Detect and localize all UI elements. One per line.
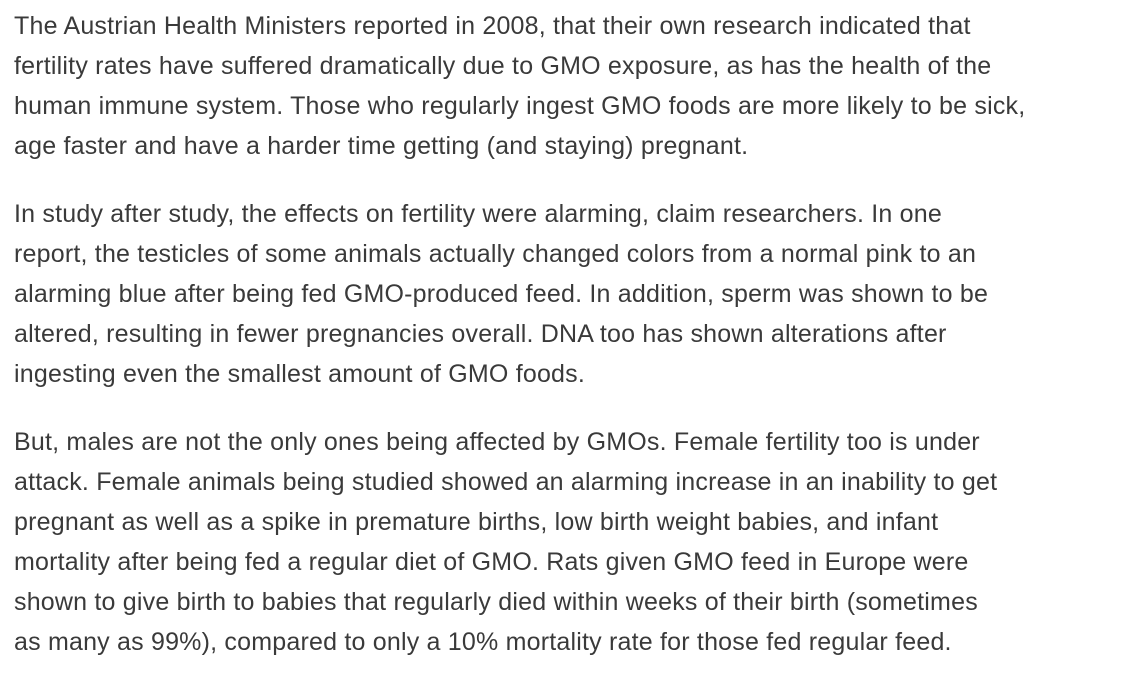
paragraph-female-fertility: But, males are not the only ones being a… xyxy=(14,428,998,656)
article-body: The Austrian Health Ministers reported i… xyxy=(14,12,1026,656)
paragraph-fertility-studies: In study after study, the effects on fer… xyxy=(14,200,989,388)
paragraph-austrian-report: The Austrian Health Ministers reported i… xyxy=(14,12,1026,160)
